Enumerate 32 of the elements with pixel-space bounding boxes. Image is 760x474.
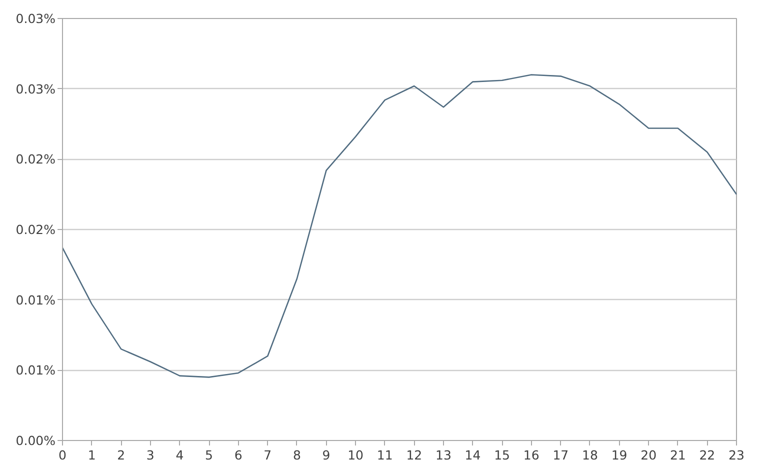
x-tick-label: 20 bbox=[640, 448, 657, 462]
x-tick-label: 3 bbox=[146, 448, 154, 462]
x-tick-label: 7 bbox=[264, 448, 272, 462]
x-tick-label: 19 bbox=[611, 448, 628, 462]
x-tick-label: 13 bbox=[436, 448, 452, 462]
x-tick-label: 17 bbox=[552, 448, 569, 462]
x-tick-label: 22 bbox=[699, 448, 716, 462]
x-tick-label: 14 bbox=[464, 448, 481, 462]
line-series bbox=[62, 74, 736, 378]
y-tick-label: 0.02% bbox=[16, 222, 56, 237]
x-tick-label: 2 bbox=[117, 448, 126, 462]
x-tick-label: 8 bbox=[292, 448, 301, 462]
x-tick-label: 11 bbox=[376, 448, 393, 462]
y-tick-label: 0.01% bbox=[16, 362, 56, 378]
x-tick-label: 10 bbox=[348, 448, 364, 462]
x-tick-label: 23 bbox=[728, 448, 744, 462]
y-tick-label: 0.00% bbox=[16, 433, 56, 448]
y-tick-label: 0.03% bbox=[16, 81, 56, 96]
y-tick-label: 0.02% bbox=[16, 152, 56, 167]
x-tick-label: 5 bbox=[205, 448, 213, 462]
x-tick-label: 21 bbox=[670, 448, 686, 462]
x-tick-label: 1 bbox=[88, 448, 96, 462]
x-tick-label: 18 bbox=[582, 448, 598, 462]
x-tick-label: 0 bbox=[58, 448, 67, 462]
x-tick-label: 12 bbox=[406, 448, 422, 462]
x-tick-label: 9 bbox=[322, 448, 330, 462]
x-tick-label: 16 bbox=[523, 448, 540, 462]
x-tick-label: 4 bbox=[176, 448, 184, 462]
y-tick-label: 0.03% bbox=[16, 11, 56, 26]
x-tick-label: 15 bbox=[494, 448, 510, 462]
y-tick-label: 0.01% bbox=[16, 292, 56, 308]
x-tick-label: 6 bbox=[234, 448, 242, 462]
